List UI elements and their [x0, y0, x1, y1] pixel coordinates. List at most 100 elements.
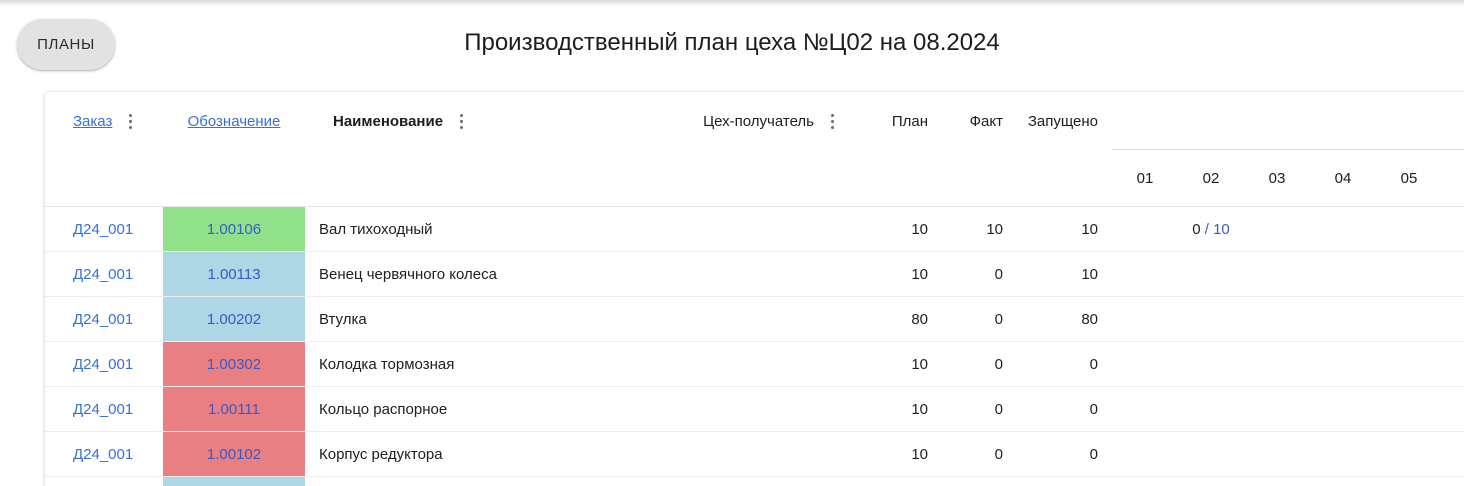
- cell-day-05[interactable]: [1376, 251, 1442, 297]
- cell-fact: 0: [942, 431, 1017, 477]
- order-link[interactable]: Д24_001: [73, 220, 134, 238]
- col-header-day-04[interactable]: 04: [1310, 150, 1376, 206]
- table-row[interactable]: Д24_001 1.00302 Колодка тормозная 10 0 0: [45, 341, 1464, 387]
- cell-day-02[interactable]: [1178, 431, 1244, 477]
- col-header-plan[interactable]: План: [850, 92, 942, 150]
- cell-day-06[interactable]: [1442, 431, 1464, 477]
- col-header-fact[interactable]: Факт: [942, 92, 1017, 150]
- designation-link[interactable]: 1.00113: [207, 265, 261, 283]
- designation-link[interactable]: 1.00106: [206, 220, 262, 238]
- cell-day-06[interactable]: [1442, 207, 1464, 252]
- cell-order[interactable]: Д24_001: [45, 251, 163, 297]
- cell-order[interactable]: Д24_001: [45, 431, 163, 477]
- col-header-order-label[interactable]: Заказ: [73, 112, 113, 130]
- cell-order[interactable]: Д24_001: [45, 341, 163, 387]
- plan-value: 10: [911, 445, 928, 463]
- table-row[interactable]: Д24_001 1.00202 Втулка 80 0 80: [45, 296, 1464, 342]
- cell-day-01[interactable]: [1112, 386, 1178, 432]
- col-header-day-02[interactable]: 02: [1178, 150, 1244, 206]
- cell-shop: [597, 296, 850, 342]
- cell-day-05[interactable]: [1376, 207, 1442, 252]
- cell-designation[interactable]: 1.00113: [163, 251, 305, 297]
- cell-order[interactable]: Д24_001: [45, 296, 163, 342]
- fact-value: 0: [994, 445, 1003, 463]
- col-header-day-03[interactable]: 03: [1244, 150, 1310, 206]
- cell-designation[interactable]: 1.00102: [163, 431, 305, 477]
- order-link[interactable]: Д24_001: [73, 355, 134, 373]
- col-header-name[interactable]: Наименование: [305, 92, 597, 150]
- cell-designation[interactable]: 1.00202: [163, 296, 305, 342]
- cell-plan: [850, 476, 942, 486]
- cell-day-03[interactable]: [1244, 386, 1310, 432]
- col-header-designation-label[interactable]: Обозначение: [187, 112, 281, 130]
- cell-day-03[interactable]: [1244, 431, 1310, 477]
- table-row[interactable]: Д24_001 1.00106 Вал тихоходный 10 10 10 0 / 10: [45, 207, 1464, 252]
- cell-designation[interactable]: 1.00111: [163, 386, 305, 432]
- cell-day-04[interactable]: [1310, 476, 1376, 486]
- table-row[interactable]: [45, 476, 1464, 486]
- cell-designation[interactable]: 1.00302: [163, 341, 305, 387]
- cell-day-05[interactable]: [1376, 341, 1442, 387]
- cell-day-06[interactable]: [1442, 341, 1464, 387]
- name-column-menu-icon[interactable]: [453, 111, 469, 131]
- designation-link[interactable]: 1.00202: [206, 310, 262, 328]
- shop-column-menu-icon[interactable]: [824, 111, 840, 131]
- cell-day-01[interactable]: [1112, 431, 1178, 477]
- col-header-day-01[interactable]: 01: [1112, 150, 1178, 206]
- cell-day-05[interactable]: [1376, 431, 1442, 477]
- col-header-launched[interactable]: Запущено: [1017, 92, 1112, 150]
- cell-day-02[interactable]: [1178, 476, 1244, 486]
- cell-day-03[interactable]: [1244, 296, 1310, 342]
- cell-order[interactable]: Д24_001: [45, 207, 163, 252]
- cell-day-06[interactable]: [1442, 386, 1464, 432]
- cell-day-06[interactable]: [1442, 476, 1464, 486]
- cell-day-04[interactable]: [1310, 296, 1376, 342]
- cell-day-02[interactable]: 0 / 10: [1178, 207, 1244, 252]
- cell-day-03[interactable]: [1244, 341, 1310, 387]
- cell-designation[interactable]: 1.00106: [163, 207, 305, 252]
- designation-link[interactable]: 1.00302: [206, 355, 262, 373]
- cell-day-05[interactable]: [1376, 476, 1442, 486]
- col-header-order[interactable]: Заказ: [45, 92, 163, 150]
- cell-day-04[interactable]: [1310, 431, 1376, 477]
- cell-day-02[interactable]: [1178, 341, 1244, 387]
- col-header-designation[interactable]: Обозначение: [163, 92, 305, 150]
- designation-link[interactable]: 1.00102: [206, 445, 262, 463]
- cell-day-03[interactable]: [1244, 476, 1310, 486]
- cell-day-02[interactable]: [1178, 251, 1244, 297]
- cell-day-02[interactable]: [1178, 386, 1244, 432]
- cell-day-01[interactable]: [1112, 476, 1178, 486]
- cell-day-03[interactable]: [1244, 251, 1310, 297]
- table-row[interactable]: Д24_001 1.00102 Корпус редуктора 10 0 0: [45, 431, 1464, 477]
- cell-shop: [597, 431, 850, 477]
- plans-chip-button[interactable]: ПЛАНЫ: [17, 19, 115, 70]
- table-row[interactable]: Д24_001 1.00111 Кольцо распорное 10 0 0: [45, 386, 1464, 432]
- cell-day-01[interactable]: [1112, 251, 1178, 297]
- table-row[interactable]: Д24_001 1.00113 Венец червячного колеса 10 0…: [45, 251, 1464, 297]
- order-link[interactable]: Д24_001: [73, 265, 134, 283]
- order-link[interactable]: Д24_001: [73, 445, 134, 463]
- cell-day-06[interactable]: [1442, 296, 1464, 342]
- cell-day-02[interactable]: [1178, 296, 1244, 342]
- col-header-day-06[interactable]: 06: [1442, 150, 1464, 206]
- order-column-menu-icon[interactable]: [122, 111, 138, 131]
- cell-day-01[interactable]: [1112, 296, 1178, 342]
- cell-day-05[interactable]: [1376, 296, 1442, 342]
- col-header-shop[interactable]: Цех-получатель: [597, 92, 850, 150]
- cell-order[interactable]: Д24_001: [45, 386, 163, 432]
- order-link[interactable]: Д24_001: [73, 310, 134, 328]
- cell-day-04[interactable]: [1310, 341, 1376, 387]
- cell-day-01[interactable]: [1112, 207, 1178, 252]
- col-header-day-05[interactable]: 05: [1376, 150, 1442, 206]
- cell-day-06[interactable]: [1442, 251, 1464, 297]
- cell-day-04[interactable]: [1310, 386, 1376, 432]
- cell-day-04[interactable]: [1310, 251, 1376, 297]
- cell-designation[interactable]: [163, 476, 305, 486]
- cell-order[interactable]: [45, 476, 163, 486]
- cell-day-05[interactable]: [1376, 386, 1442, 432]
- cell-day-01[interactable]: [1112, 341, 1178, 387]
- cell-day-03[interactable]: [1244, 207, 1310, 252]
- cell-day-04[interactable]: [1310, 207, 1376, 252]
- order-link[interactable]: Д24_001: [73, 400, 134, 418]
- designation-link[interactable]: 1.00111: [208, 400, 260, 418]
